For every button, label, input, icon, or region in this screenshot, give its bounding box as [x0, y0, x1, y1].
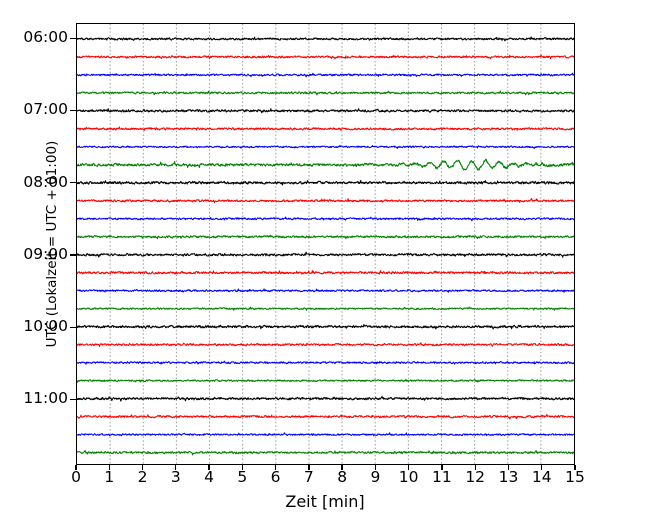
x-axis-tick-mark [241, 465, 243, 470]
y-axis-tick-mark [70, 326, 76, 328]
x-axis-tick-label: 7 [303, 468, 314, 486]
y-axis-tick-label: 11:00 [23, 389, 68, 408]
plot-area [76, 23, 575, 465]
x-axis-tick-mark [541, 465, 543, 470]
x-axis-tick-mark [574, 465, 576, 470]
x-axis-tick-mark [408, 465, 410, 470]
x-axis-tick-mark [341, 465, 343, 470]
x-axis-tick-mark [141, 465, 144, 470]
y-axis-tick-mark [70, 182, 76, 184]
x-axis-tick-mark [108, 465, 110, 470]
x-axis-tick-mark [175, 465, 177, 470]
x-axis-tick-label: 10 [398, 468, 419, 486]
x-axis-tick-mark [308, 465, 310, 470]
x-axis-tick-label: 4 [204, 468, 214, 486]
y-axis-tick-label: 08:00 [23, 172, 68, 191]
x-axis-label: Zeit [min] [285, 492, 365, 511]
x-axis-tick-label: 0 [71, 468, 81, 486]
x-axis-tick-label: 9 [370, 468, 381, 486]
y-axis-tick-label: 06:00 [23, 28, 68, 46]
y-axis-tick-label: 10:00 [23, 317, 68, 336]
y-axis-label-container: UTC (Lokalzeit = UTC + 01:00) [12, 0, 60, 488]
x-axis-tick-label: 6 [270, 468, 281, 486]
x-axis-tick-label: 1 [104, 468, 115, 486]
x-axis-tick-mark [374, 465, 377, 470]
x-axis-tick-label: 15 [565, 468, 585, 486]
x-axis-tick-label: 11 [432, 468, 452, 486]
x-axis-tick-label: 2 [137, 468, 148, 486]
y-axis-tick-mark [70, 398, 76, 401]
y-axis-tick-mark [70, 37, 76, 39]
x-axis-tick-mark [507, 465, 510, 470]
x-axis-tick-mark [208, 465, 210, 470]
x-axis-tick-mark [75, 465, 77, 470]
seismogram-traces [77, 36, 574, 456]
y-axis-tick-mark [70, 109, 76, 112]
x-axis-tick-label: 3 [170, 468, 181, 486]
x-axis-tick-mark [274, 465, 277, 470]
x-axis-tick-mark [441, 465, 443, 470]
x-axis-tick-label: 12 [465, 468, 486, 486]
y-axis-tick-label: 09:00 [23, 244, 68, 263]
x-axis-tick-label: 14 [531, 468, 552, 486]
y-axis-tick-label: 07:00 [23, 100, 68, 119]
x-axis-tick-label: 5 [237, 468, 248, 486]
x-axis-tick-label: 8 [337, 468, 348, 486]
y-axis-tick-mark [70, 254, 76, 256]
x-axis-tick-mark [474, 465, 476, 470]
x-axis-tick-label: 13 [498, 468, 519, 486]
